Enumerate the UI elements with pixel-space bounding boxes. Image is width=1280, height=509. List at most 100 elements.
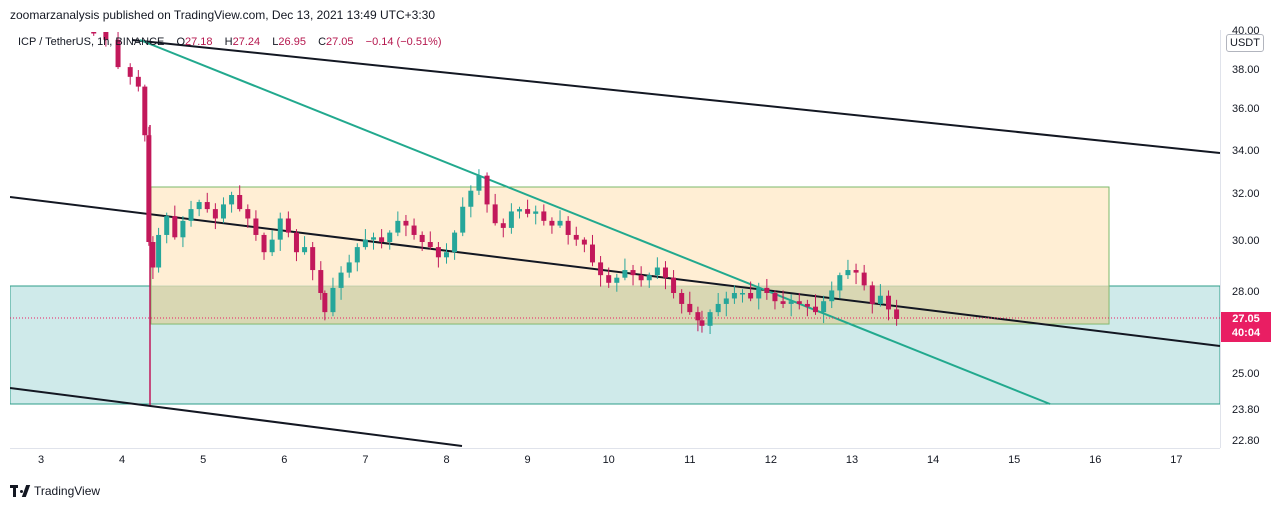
candle-body [845,270,851,276]
candle-body [91,32,97,34]
candle-body [516,209,522,212]
candle-body [662,267,668,278]
time-tick-label: 15 [1008,454,1021,466]
candle-body [164,216,170,235]
candle-body [500,223,506,228]
open-label: O [176,36,186,48]
candle-body [196,202,202,210]
footer-brand[interactable]: TradingView [10,484,100,498]
candle-body [598,262,604,276]
overlap-zone [151,286,1109,324]
price-tick-label: 34.00 [1232,145,1260,157]
price-tick-label: 40.00 [1232,25,1260,37]
candle-body [444,252,449,258]
chart-area[interactable] [10,30,1220,448]
candle-body [188,209,194,221]
candle-body [387,232,393,242]
candle-body [269,239,275,253]
time-tick-label: 9 [524,454,531,466]
candle-body [204,202,210,210]
price-axis[interactable] [1220,30,1280,448]
candle-body [780,301,786,304]
candle-body [362,239,368,248]
last-price-tag: 27.05 40:04 [1221,312,1271,342]
candle-body [346,262,352,273]
currency-button[interactable]: USDT [1226,34,1264,52]
candle-body [541,211,547,221]
candle-body [699,320,705,326]
candle-body [285,218,291,233]
candle-body [772,293,778,302]
price-tick-label: 22.80 [1232,435,1260,447]
candle-body [338,272,344,288]
low-label: L [272,36,279,48]
candle-body [261,234,267,253]
candle-body [877,295,883,304]
candle-body [679,293,685,304]
candle-body [671,277,677,293]
candle-body [172,216,178,238]
candle-body [813,306,819,313]
candle-body [127,67,133,77]
candle-body [589,244,595,263]
symbol-name: ICP / TetherUS, 1h, BINANCE [18,36,165,48]
time-tick-label: 13 [845,454,859,466]
candle-body [379,237,385,242]
candle-body [220,204,226,219]
candle-body [707,312,713,326]
descending-trendline [139,39,1051,405]
time-tick-label: 11 [684,454,696,466]
price-chart[interactable] [10,30,1220,448]
candle-body [293,232,299,253]
bar-countdown: 40:04 [1231,327,1261,339]
candle-body [885,295,891,310]
candle-body [614,277,620,283]
candle-body [723,298,729,304]
candle-body [740,293,746,295]
candle-body [212,209,218,219]
top-bar: zoomarzanalysis published on TradingView… [0,0,1280,30]
time-tick-label: 4 [119,454,126,466]
candle-body [476,175,482,191]
candle-body [853,270,859,273]
time-tick-label: 10 [602,454,615,466]
time-tick-label: 5 [200,454,207,466]
candle-body [861,272,867,286]
candle-body [150,242,156,268]
tradingview-logo-icon [10,485,31,497]
candle-body [788,301,794,304]
candle-body [411,225,417,235]
candle-body [142,86,148,136]
price-tick-label: 30.00 [1232,235,1260,247]
published-info: zoomarzanalysis published on TradingView… [10,8,436,22]
time-tick-label: 8 [443,454,450,466]
candle-body [756,287,762,299]
channel-upper-line [131,39,1220,154]
close-value: 27.05 [326,36,354,48]
candle-body [687,303,693,313]
candle-body [302,247,308,253]
candle-body [508,211,514,228]
price-tick-label: 28.00 [1232,286,1260,298]
candle-body [135,76,141,87]
candle-body [821,301,827,313]
candle-body [829,290,835,302]
candle-body [468,190,474,207]
price-tick-label: 32.00 [1232,188,1260,200]
candle-body [460,206,466,233]
time-axis[interactable] [10,448,1220,474]
candle-body [322,293,328,313]
candle-body [894,309,900,319]
candle-body [869,285,875,304]
candle-body [146,135,152,242]
time-tick-label: 3 [37,454,45,466]
candle-body [654,267,660,276]
candle-body [318,270,324,293]
candle-body [764,287,770,293]
candle-body [237,195,243,210]
candle-body [646,275,652,281]
candle-body [630,270,636,276]
candle-body [492,204,498,224]
candle-body [573,234,579,240]
candle-body [804,303,810,307]
